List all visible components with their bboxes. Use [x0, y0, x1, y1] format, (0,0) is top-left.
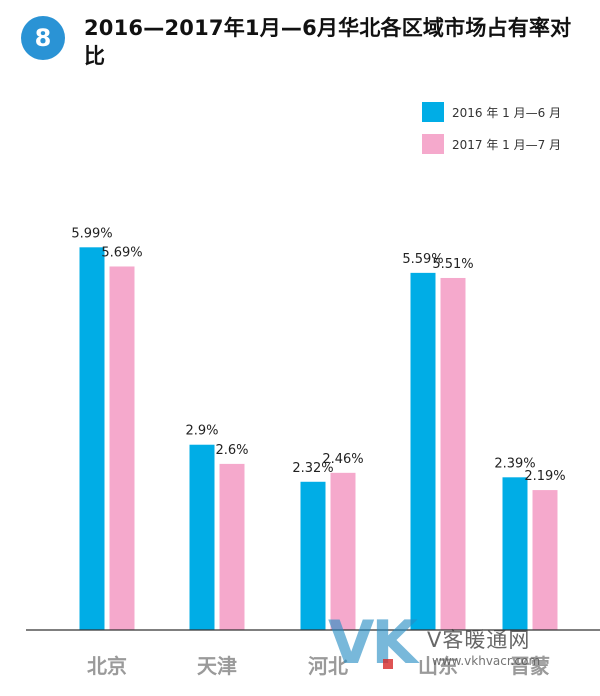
value-label-2-series-2: 2.6%	[215, 443, 248, 458]
value-label-3-series-2: 2.46%	[322, 452, 363, 467]
bar-2-series-1	[189, 444, 215, 630]
category-label-3: 河北	[308, 654, 348, 678]
value-label-2-series-1: 2.9%	[185, 424, 218, 439]
value-label-1-series-1: 5.99%	[71, 226, 112, 241]
legend-swatch-2	[422, 134, 444, 154]
category-label-5: 晋蒙	[510, 654, 550, 678]
legend-label-1: 2016 年 1 月—6 月	[452, 106, 561, 120]
legend-swatch-1	[422, 102, 444, 122]
value-label-4-series-2: 5.51%	[432, 257, 473, 272]
value-label-4-series-1: 5.59%	[402, 252, 443, 267]
figure-number-badge: 8	[21, 16, 65, 60]
bar-5-series-1	[502, 477, 528, 630]
bar-3-series-2	[330, 472, 356, 630]
value-label-3-series-1: 2.32%	[292, 461, 333, 476]
value-label-1-series-2: 5.69%	[101, 245, 142, 260]
value-label-5-series-2: 2.19%	[524, 469, 565, 484]
bar-3-series-1	[300, 481, 326, 630]
bar-5-series-2	[532, 490, 558, 630]
category-label-2: 天津	[197, 654, 237, 678]
bar-4-series-1	[410, 272, 436, 630]
value-label-5-series-1: 2.39%	[494, 456, 535, 471]
category-label-4: 山东	[418, 654, 458, 678]
bar-1-series-1	[79, 247, 105, 631]
bar-4-series-2	[440, 277, 466, 630]
category-label-1: 北京	[87, 654, 127, 678]
bar-2-series-2	[219, 463, 245, 630]
bar-1-series-2	[109, 266, 135, 630]
chart-title: 2016—2017年1月—6月华北各区域市场占有率对比	[84, 16, 572, 68]
legend-label-2: 2017 年 1 月—7 月	[452, 138, 561, 152]
